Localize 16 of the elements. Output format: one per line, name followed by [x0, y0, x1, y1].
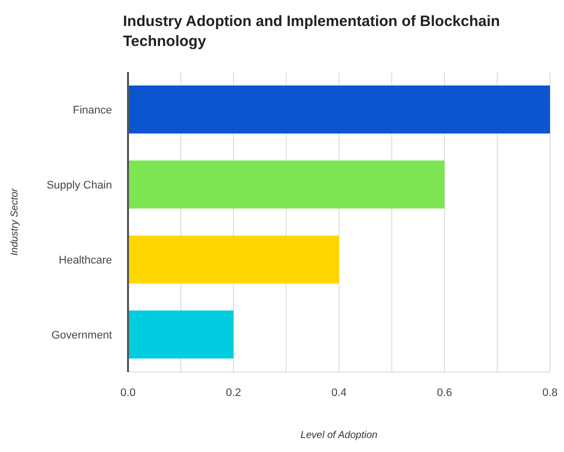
x-tick-label: 0.2 — [226, 386, 242, 399]
x-axis-title: Level of Adoption — [300, 430, 378, 441]
y-tick-label: Supply Chain — [46, 179, 112, 192]
y-tick-label: Finance — [72, 104, 112, 116]
y-axis-title: Industry Sector — [10, 188, 21, 256]
bar — [128, 310, 234, 358]
bar — [128, 86, 550, 134]
x-tick-label: 0.6 — [436, 386, 452, 399]
x-tick-label: 0.8 — [542, 386, 558, 399]
y-tick-label: Government — [51, 329, 112, 342]
x-tick-label: 0.4 — [331, 386, 347, 399]
x-tick-label: 0.0 — [120, 386, 136, 399]
bar — [128, 160, 444, 208]
y-tick-label: Healthcare — [58, 254, 112, 266]
bar — [128, 236, 339, 284]
chart-title: Industry Adoption and Implementation of Blockchain Technology — [123, 12, 501, 52]
